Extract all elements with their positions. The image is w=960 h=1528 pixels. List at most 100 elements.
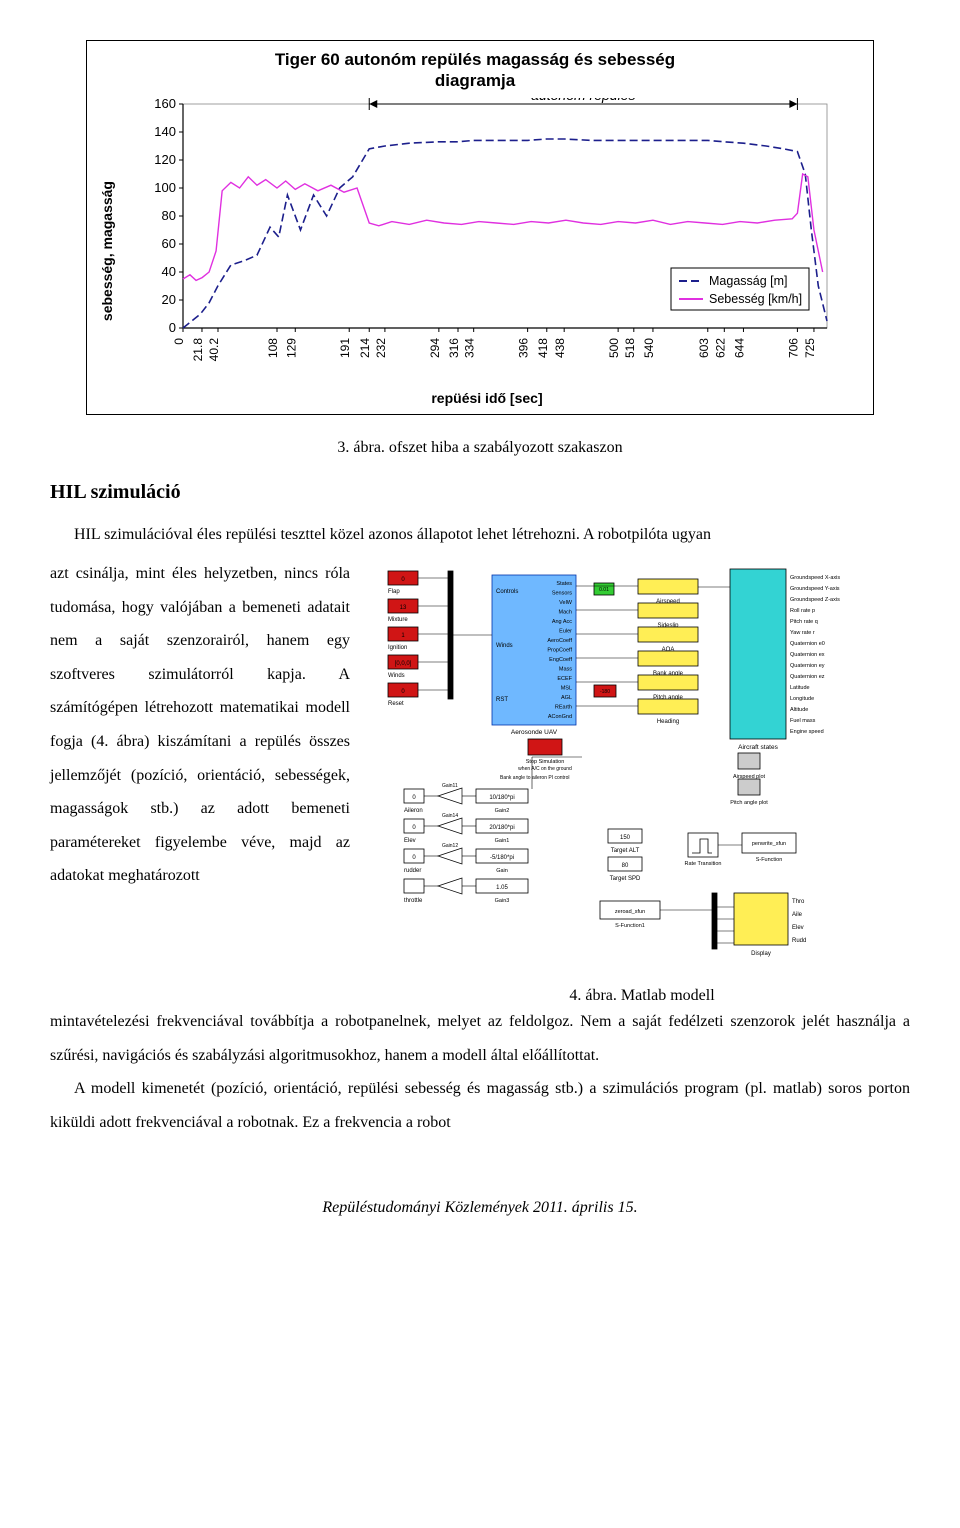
svg-text:Winds: Winds [388,673,405,679]
svg-text:Winds: Winds [496,643,513,649]
svg-text:80: 80 [622,863,629,869]
svg-text:725: 725 [803,337,817,357]
svg-text:191: 191 [338,337,352,357]
svg-text:Gain12: Gain12 [442,843,458,849]
svg-text:10/180*pi: 10/180*pi [489,795,514,801]
svg-text:Aircraft states: Aircraft states [738,744,778,751]
svg-text:Longitude: Longitude [790,696,814,702]
svg-text:Gain1: Gain1 [495,838,510,844]
svg-text:REarth: REarth [555,705,572,711]
svg-text:644: 644 [732,337,746,357]
svg-text:396: 396 [517,337,531,357]
svg-text:Aileron: Aileron [404,808,423,814]
svg-text:Euler: Euler [559,629,572,635]
wide-paragraph-1: mintavételezési frekvenciával továbbítja… [50,1005,910,1072]
svg-text:Mixture: Mixture [388,617,408,623]
svg-text:622: 622 [713,337,727,357]
svg-text:Gain14: Gain14 [442,813,458,819]
svg-text:zeroad_sfun: zeroad_sfun [615,909,645,915]
svg-text:VelW: VelW [559,600,573,606]
svg-text:0: 0 [169,320,176,335]
figure3-caption: 3. ábra. ofszet hiba a szabályozott szak… [50,439,910,457]
svg-text:Altitude: Altitude [790,707,808,713]
svg-text:Sensors: Sensors [552,591,572,597]
svg-text:438: 438 [553,337,567,357]
svg-text:when A/C on the ground: when A/C on the ground [518,766,572,772]
svg-text:Ang Acc: Ang Acc [552,619,572,625]
page-footer: Repüléstudományi Közlemények 2011. ápril… [50,1199,910,1217]
svg-text:Aerosonde UAV: Aerosonde UAV [511,729,558,736]
svg-text:316: 316 [447,337,461,357]
svg-text:160: 160 [154,98,176,111]
svg-text:ECEF: ECEF [557,676,572,682]
svg-text:232: 232 [374,337,388,357]
svg-text:AeroCoeff: AeroCoeff [547,638,572,644]
svg-text:S-Function1: S-Function1 [615,923,645,929]
svg-text:20/180*pi: 20/180*pi [489,825,514,831]
svg-text:EngCoeff: EngCoeff [549,657,572,663]
svg-text:Display: Display [751,951,771,957]
svg-text:Rate Transition: Rate Transition [685,861,722,867]
svg-text:108: 108 [266,337,280,357]
figure4-column: 0Flap13Mixture1Ignition[0,0,0]Winds0Rese… [374,557,910,1005]
svg-text:214: 214 [358,337,372,357]
chart-body: sebesség, magasság 020406080100120140160… [95,98,855,406]
svg-text:Fuel mass: Fuel mass [790,718,816,724]
svg-text:Quaternion ey: Quaternion ey [790,663,825,669]
svg-text:294: 294 [428,337,442,357]
svg-text:throttle: throttle [404,898,423,904]
svg-text:Mach: Mach [559,610,572,616]
svg-text:Pitch angle plot: Pitch angle plot [730,800,768,806]
svg-text:Yaw rate r: Yaw rate r [790,630,815,636]
svg-text:603: 603 [697,337,711,357]
svg-text:Mass: Mass [559,667,572,673]
svg-text:Groundspeed Z-axis: Groundspeed Z-axis [790,597,840,603]
svg-text:540: 540 [642,337,656,357]
svg-text:-180: -180 [600,689,610,695]
chart-ylabel: sebesség, magasság [95,181,119,321]
svg-text:518: 518 [623,337,637,357]
svg-text:Thro: Thro [792,899,805,905]
svg-text:Quaternion ex: Quaternion ex [790,652,825,658]
chart-svg: 020406080100120140160021.840.21081291912… [137,98,837,388]
svg-text:40: 40 [162,264,176,279]
figure4-caption: 4. ábra. Matlab modell [569,987,714,1005]
svg-text:rudder: rudder [404,868,421,874]
svg-text:Engine speed: Engine speed [790,729,824,735]
chart-title: Tiger 60 autonóm repülés magasság és seb… [95,49,855,92]
svg-text:MSL: MSL [561,686,572,692]
chart-plot-column: 020406080100120140160021.840.21081291912… [119,98,855,406]
svg-text:Gain11: Gain11 [442,783,458,789]
svg-text:AConGnd: AConGnd [548,714,572,720]
svg-text:120: 120 [154,152,176,167]
svg-text:500: 500 [607,337,621,357]
svg-text:Quaternion ez: Quaternion ez [790,674,825,680]
svg-text:Latitude: Latitude [790,685,810,691]
narrow-text-column: azt csinálja, mint éles helyzetben, ninc… [50,557,350,893]
svg-text:Roll rate p: Roll rate p [790,608,815,614]
svg-text:Gain: Gain [496,868,508,874]
svg-text:Target ALT: Target ALT [611,848,640,854]
section-heading: HIL szimuláció [50,481,910,504]
svg-text:Aile: Aile [792,912,803,918]
svg-text:Rudd: Rudd [792,938,806,944]
svg-text:40.2: 40.2 [207,337,221,361]
svg-text:20: 20 [162,292,176,307]
svg-text:AGL: AGL [561,695,572,701]
svg-text:Sebesség [km/h]: Sebesség [km/h] [709,292,802,306]
svg-text:Controls: Controls [496,589,518,595]
svg-text:Target SPD: Target SPD [610,876,641,882]
svg-text:RST: RST [496,697,508,703]
svg-text:100: 100 [154,180,176,195]
svg-text:-5/180*pi: -5/180*pi [490,855,514,861]
svg-text:706: 706 [786,337,800,357]
svg-text:Reset: Reset [388,701,404,707]
svg-text:Bank angle to aileron PI contr: Bank angle to aileron PI control [500,775,570,781]
wide-paragraph-2: A modell kimenetét (pozíció, orientáció,… [50,1072,910,1139]
svg-text:Flap: Flap [388,589,400,595]
svg-text:Groundspeed X-axis: Groundspeed X-axis [790,575,840,581]
svg-text:0.01: 0.01 [599,587,609,593]
chart-title-line1: Tiger 60 autonóm repülés magasság és seb… [275,50,675,69]
svg-text:80: 80 [162,208,176,223]
chart-xlabel: repüési idő [sec] [431,390,542,406]
